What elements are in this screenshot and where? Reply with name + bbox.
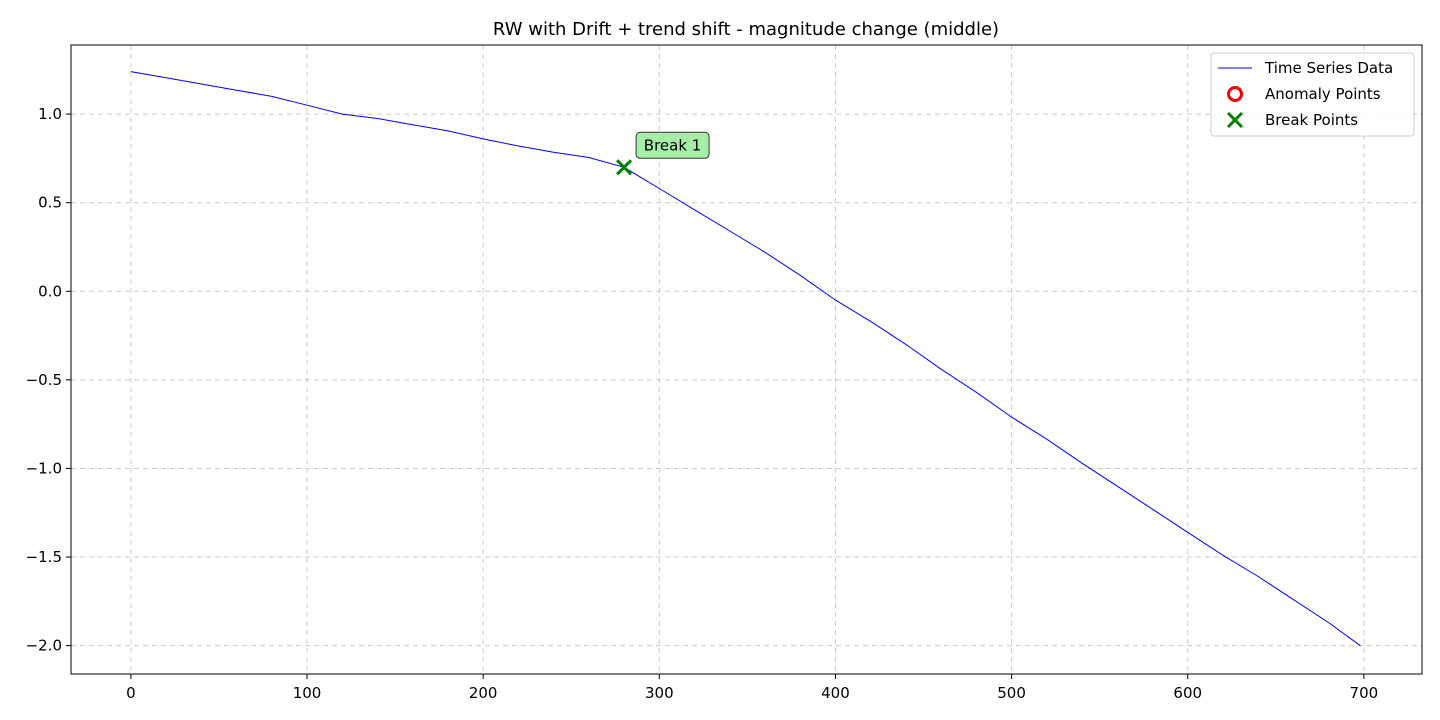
break-point-marker — [616, 159, 633, 176]
x-tick-label: 100 — [293, 684, 322, 702]
y-axis-ticks: 1.0 0.5 0.0 −0.5 −1.0 −1.5 −2.0 — [26, 105, 71, 655]
y-tick-label: −0.5 — [26, 371, 62, 389]
legend-label: Anomaly Points — [1265, 85, 1381, 103]
y-tick-label: −2.0 — [26, 637, 62, 655]
y-tick-label: 0.0 — [38, 282, 62, 300]
chart-title: RW with Drift + trend shift - magnitude … — [493, 19, 999, 40]
break-point-stroke — [616, 159, 633, 176]
break-point-annotation: Break 1 — [635, 131, 710, 159]
x-tick-label: 500 — [997, 684, 1026, 702]
x-tick-label: 200 — [469, 684, 498, 702]
legend-x-stroke — [1226, 111, 1244, 129]
y-tick-label: 0.5 — [38, 194, 62, 212]
x-tick-label: 300 — [645, 684, 674, 702]
y-tick-label: 1.0 — [38, 105, 62, 123]
legend-label: Break Points — [1265, 111, 1358, 129]
legend-label: Time Series Data — [1264, 59, 1393, 77]
x-axis-ticks: 0 100 200 300 400 500 600 700 — [126, 674, 1378, 702]
x-tick-label: 600 — [1173, 684, 1202, 702]
annotation-label: Break 1 — [644, 136, 702, 154]
y-tick-label: −1.0 — [26, 459, 62, 477]
y-tick-label: −1.5 — [26, 548, 62, 566]
legend-frame — [1210, 52, 1415, 137]
plot-frame — [70, 44, 1423, 675]
series-layer — [130, 71, 1361, 647]
legend-circle-swatch — [1227, 86, 1243, 102]
x-tick-label: 400 — [821, 684, 850, 702]
x-tick-label: 0 — [126, 684, 136, 702]
grid — [71, 45, 1422, 674]
legend-x-swatch — [1226, 111, 1244, 129]
x-tick-label: 700 — [1350, 684, 1379, 702]
annotation-box — [635, 131, 710, 159]
marks-layer: Break 1 — [616, 131, 710, 176]
legend: Time Series Data Anomaly Points Break Poin… — [1210, 52, 1415, 137]
series-line — [130, 71, 1361, 647]
